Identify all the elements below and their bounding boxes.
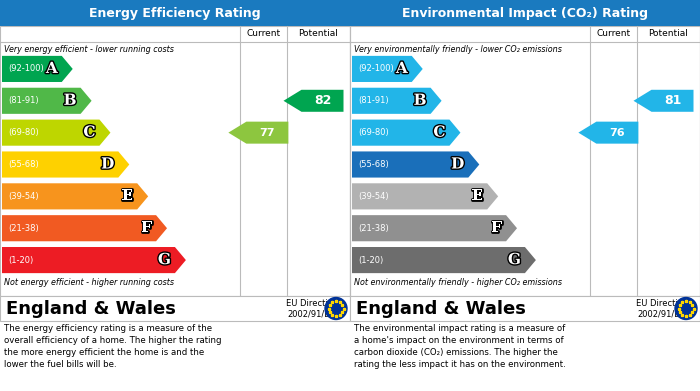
Polygon shape xyxy=(2,88,92,114)
Text: (21-38): (21-38) xyxy=(358,224,388,233)
Text: 77: 77 xyxy=(260,127,275,138)
Text: C: C xyxy=(433,126,445,140)
Text: B: B xyxy=(64,94,76,108)
Text: F: F xyxy=(491,221,502,235)
Polygon shape xyxy=(2,183,148,210)
Text: E: E xyxy=(122,189,133,203)
Bar xyxy=(0,0,350,26)
Text: Not energy efficient - higher running costs: Not energy efficient - higher running co… xyxy=(4,278,174,287)
Text: C: C xyxy=(83,126,95,140)
Text: Potential: Potential xyxy=(299,29,338,38)
Text: Energy Efficiency Rating: Energy Efficiency Rating xyxy=(89,7,261,20)
Polygon shape xyxy=(352,56,423,82)
Polygon shape xyxy=(352,88,442,114)
Text: G: G xyxy=(158,253,171,267)
Text: G: G xyxy=(508,253,521,267)
Text: F: F xyxy=(141,221,152,235)
Text: (1-20): (1-20) xyxy=(8,256,34,265)
Text: EU Directive
2002/91/EC: EU Directive 2002/91/EC xyxy=(286,299,338,318)
Polygon shape xyxy=(352,247,536,273)
Text: (92-100): (92-100) xyxy=(8,65,43,74)
Text: (69-80): (69-80) xyxy=(358,128,388,137)
Text: (81-91): (81-91) xyxy=(358,96,388,105)
Polygon shape xyxy=(2,247,186,273)
Polygon shape xyxy=(228,122,288,143)
Polygon shape xyxy=(284,90,344,112)
Text: (21-38): (21-38) xyxy=(8,224,38,233)
Bar xyxy=(0,296,350,321)
Text: EU Directive
2002/91/EC: EU Directive 2002/91/EC xyxy=(636,299,688,318)
Bar xyxy=(0,26,350,296)
Text: (39-54): (39-54) xyxy=(8,192,38,201)
Text: A: A xyxy=(396,62,408,76)
Polygon shape xyxy=(2,215,167,241)
Text: Very energy efficient - lower running costs: Very energy efficient - lower running co… xyxy=(4,45,174,54)
Text: England & Wales: England & Wales xyxy=(6,300,176,317)
Text: D: D xyxy=(451,158,464,172)
Text: (55-68): (55-68) xyxy=(358,160,388,169)
Polygon shape xyxy=(634,90,694,112)
Circle shape xyxy=(675,298,697,319)
Bar xyxy=(350,296,700,321)
Polygon shape xyxy=(2,56,73,82)
Bar xyxy=(350,0,700,26)
Bar xyxy=(350,26,700,296)
Text: Current: Current xyxy=(246,29,281,38)
Text: (81-91): (81-91) xyxy=(8,96,38,105)
Text: (39-54): (39-54) xyxy=(358,192,388,201)
Text: England & Wales: England & Wales xyxy=(356,300,526,317)
Polygon shape xyxy=(352,215,517,241)
Text: Not environmentally friendly - higher CO₂ emissions: Not environmentally friendly - higher CO… xyxy=(354,278,562,287)
Text: D: D xyxy=(101,158,114,172)
Text: Environmental Impact (CO₂) Rating: Environmental Impact (CO₂) Rating xyxy=(402,7,648,20)
Text: E: E xyxy=(472,189,483,203)
Text: Potential: Potential xyxy=(649,29,688,38)
Text: (55-68): (55-68) xyxy=(8,160,38,169)
Polygon shape xyxy=(2,120,111,146)
Text: The environmental impact rating is a measure of
a home's impact on the environme: The environmental impact rating is a mea… xyxy=(354,324,566,369)
Text: The energy efficiency rating is a measure of the
overall efficiency of a home. T: The energy efficiency rating is a measur… xyxy=(4,324,221,369)
Polygon shape xyxy=(352,120,461,146)
Text: 76: 76 xyxy=(610,127,625,138)
Text: (92-100): (92-100) xyxy=(358,65,393,74)
Text: Current: Current xyxy=(596,29,631,38)
Circle shape xyxy=(325,298,347,319)
Text: 82: 82 xyxy=(314,94,331,107)
Text: 81: 81 xyxy=(664,94,681,107)
Text: A: A xyxy=(46,62,58,76)
Polygon shape xyxy=(578,122,638,143)
Text: B: B xyxy=(414,94,426,108)
Text: Very environmentally friendly - lower CO₂ emissions: Very environmentally friendly - lower CO… xyxy=(354,45,562,54)
Text: (69-80): (69-80) xyxy=(8,128,38,137)
Polygon shape xyxy=(352,151,480,178)
Text: (1-20): (1-20) xyxy=(358,256,384,265)
Polygon shape xyxy=(2,151,130,178)
Polygon shape xyxy=(352,183,498,210)
